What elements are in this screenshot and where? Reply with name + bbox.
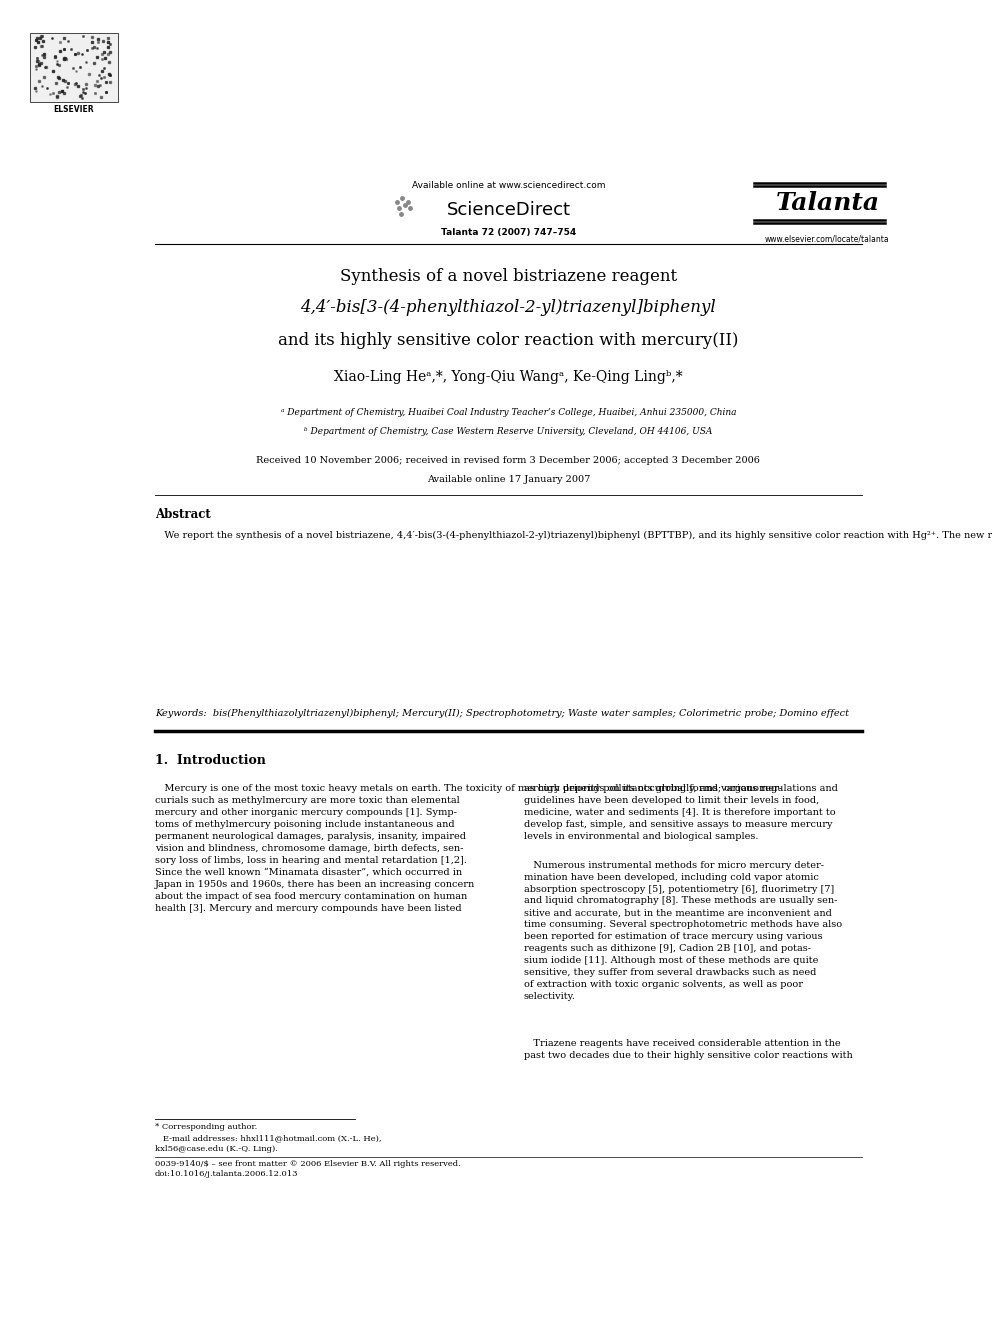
Text: Xiao-Ling Heᵃ,*, Yong-Qiu Wangᵃ, Ke-Qing Lingᵇ,*: Xiao-Ling Heᵃ,*, Yong-Qiu Wangᵃ, Ke-Qing… [334,369,682,384]
Text: doi:10.1016/j.talanta.2006.12.013: doi:10.1016/j.talanta.2006.12.013 [155,1171,299,1179]
Text: We report the synthesis of a novel bistriazene, 4,4′-bis(3-(4-phenylthiazol-2-yl: We report the synthesis of a novel bistr… [155,531,992,540]
Text: Talanta 72 (2007) 747–754: Talanta 72 (2007) 747–754 [440,228,576,237]
Text: Keywords:  bis(Phenylthiazolyltriazenyl)biphenyl; Mercury(II); Spectrophotometry: Keywords: bis(Phenylthiazolyltriazenyl)b… [155,709,849,718]
Text: ᵇ Department of Chemistry, Case Western Reserve University, Cleveland, OH 44106,: ᵇ Department of Chemistry, Case Western … [305,427,712,435]
Text: Mercury is one of the most toxic heavy metals on earth. The toxicity of mercury : Mercury is one of the most toxic heavy m… [155,785,782,913]
Text: ᵃ Department of Chemistry, Huaibei Coal Industry Teacher’s College, Huaibei, Anh: ᵃ Department of Chemistry, Huaibei Coal … [281,409,736,417]
Text: Available online 17 January 2007: Available online 17 January 2007 [427,475,590,484]
Text: ScienceDirect: ScienceDirect [446,201,570,218]
Text: Abstract: Abstract [155,508,210,521]
Text: Received 10 November 2006; received in revised form 3 December 2006; accepted 3 : Received 10 November 2006; received in r… [257,456,760,466]
Text: www.elsevier.com/locate/talanta: www.elsevier.com/locate/talanta [765,234,890,243]
Text: E-mail addresses: hhxl111@hotmail.com (X.-L. He),: E-mail addresses: hhxl111@hotmail.com (X… [155,1135,381,1143]
Bar [30,33,118,102]
Text: Talanta: Talanta [776,192,880,216]
Text: 0039-9140/$ – see front matter © 2006 Elsevier B.V. All rights reserved.: 0039-9140/$ – see front matter © 2006 El… [155,1160,460,1168]
Text: Numerous instrumental methods for micro mercury deter-
mination have been develo: Numerous instrumental methods for micro … [524,861,842,1002]
Text: Synthesis of a novel bistriazene reagent: Synthesis of a novel bistriazene reagent [340,267,677,284]
Text: Available online at www.sciencedirect.com: Available online at www.sciencedirect.co… [412,181,605,191]
Text: as high priority pollutants globally, and various regulations and
guidelines hav: as high priority pollutants globally, an… [524,785,837,841]
Text: ELSEVIER: ELSEVIER [54,106,94,114]
Text: * Corresponding author.: * Corresponding author. [155,1123,257,1131]
Text: 1.  Introduction: 1. Introduction [155,754,266,767]
Text: 4,4′-​bis[3-(4-phenylthiazol-2-yl)triazenyl]biphenyl: 4,4′-​bis[3-(4-phenylthiazol-2-yl)triaze… [301,299,716,316]
Text: kxl56@case.edu (K.-Q. Ling).: kxl56@case.edu (K.-Q. Ling). [155,1144,278,1152]
Text: and its highly sensitive color reaction with mercury(II): and its highly sensitive color reaction … [278,332,739,349]
Text: Triazene reagents have received considerable attention in the
past two decades d: Triazene reagents have received consider… [524,1039,852,1060]
